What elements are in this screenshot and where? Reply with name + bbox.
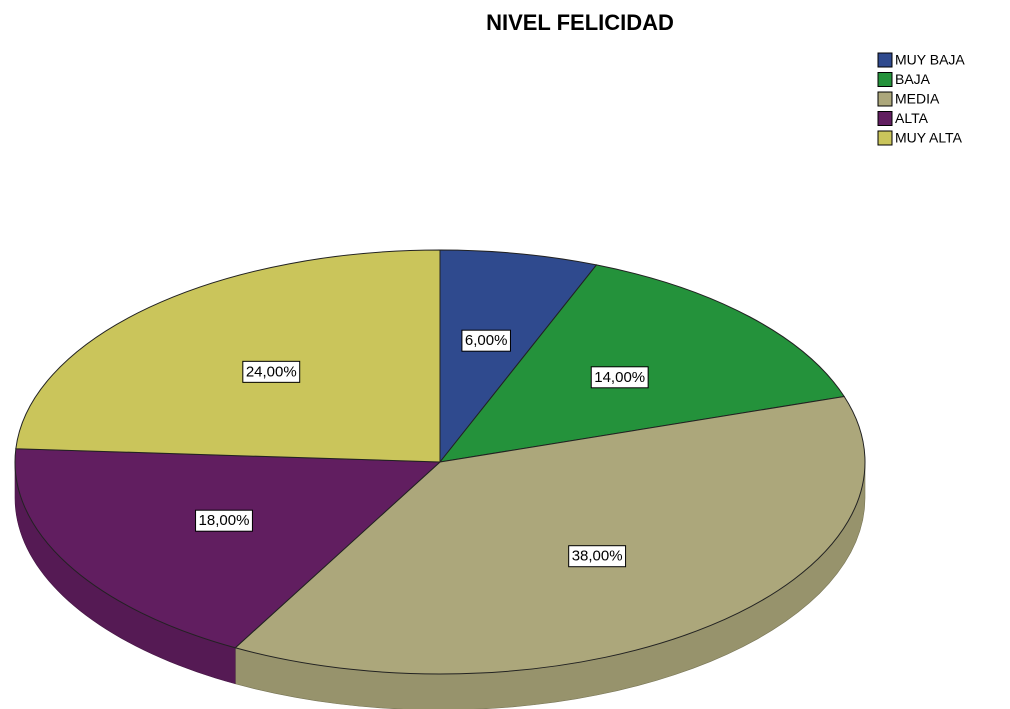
data-label: 18,00% <box>199 512 250 529</box>
legend-swatch <box>877 111 893 126</box>
data-label-box <box>568 545 627 568</box>
chart-title: NIVEL FELICIDAD <box>486 10 674 35</box>
data-label-box <box>461 329 511 352</box>
legend-swatch <box>877 91 893 107</box>
legend-label: ALTA <box>895 110 929 126</box>
data-label: 24,00% <box>246 363 297 380</box>
data-label: 38,00% <box>572 548 623 565</box>
legend-label: MEDIA <box>895 91 940 107</box>
pie-slice <box>234 395 866 675</box>
pie-slice <box>15 249 441 463</box>
data-label-box <box>590 366 649 389</box>
legend-swatch <box>877 52 893 68</box>
pie-slice <box>14 448 442 649</box>
legend-swatch <box>877 130 893 146</box>
legend-label: BAJA <box>895 71 931 87</box>
legend-swatch <box>877 72 893 87</box>
pie-slice <box>439 249 598 464</box>
data-label: 6,00% <box>465 332 508 349</box>
legend-label: MUY BAJA <box>895 52 965 68</box>
data-label: 14,00% <box>594 369 645 386</box>
data-label-box <box>195 509 253 532</box>
legend-label: MUY ALTA <box>895 130 963 146</box>
data-label-box <box>242 360 301 383</box>
